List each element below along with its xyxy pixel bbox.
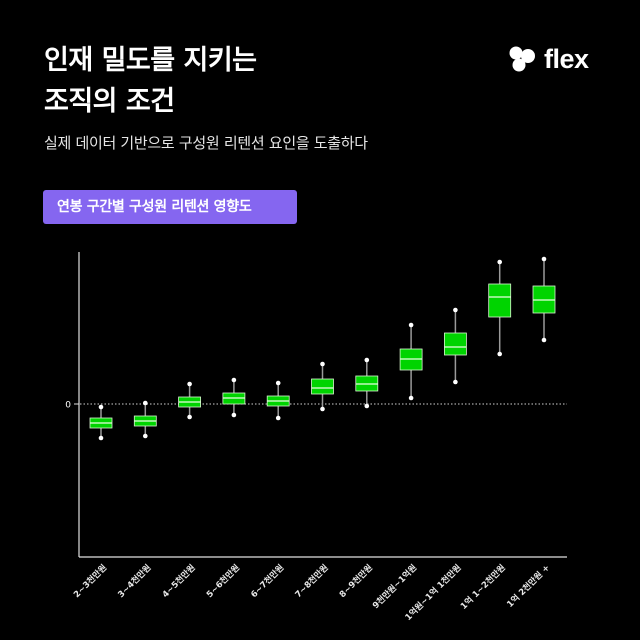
iqr-box [443, 332, 467, 356]
whisker-max-dot [497, 259, 503, 265]
whisker-max-dot [408, 322, 414, 328]
chart-title-badge: 연봉 구간별 구성원 리텐션 영향도 [43, 190, 297, 224]
x-tick-labels: 2~3천만원 3~4천만원 4~5천만원 5~6천만원 6~7천만원 7~8천만원 8~9천… [71, 562, 552, 623]
iqr-box [311, 378, 334, 395]
flex-logo: flex [508, 44, 589, 74]
flex-logo-icon [509, 46, 535, 72]
box-plot-item [266, 380, 290, 421]
title-line-2: 조직의 조건 [44, 86, 175, 117]
whisker-min-dot [98, 435, 104, 441]
whisker-min-dot [320, 406, 325, 412]
box-plot-item [399, 322, 423, 401]
whisker-max-dot [453, 307, 458, 313]
x-tick-label: 2~3천만원 [71, 562, 109, 600]
iqr-box [488, 283, 512, 318]
x-tick-label: 8~9천만원 [337, 562, 375, 600]
whisker-min-dot [187, 414, 192, 420]
whisker-max-dot [98, 404, 104, 410]
x-tick-label: 5~6천만원 [204, 562, 242, 600]
page-title: 인재 밀도를 지키는 조직의 조건 [44, 40, 257, 122]
whisker-min-dot [408, 395, 414, 401]
box-plot-item [178, 381, 202, 420]
whisker-min-dot [231, 412, 237, 418]
whisker-max-dot [541, 256, 547, 262]
box-plot-item [443, 307, 467, 385]
title-line-1: 인재 밀도를 지키는 [44, 45, 257, 76]
whisker-max-dot [187, 381, 192, 387]
whisker-max-dot [231, 377, 237, 383]
whisker-min-dot [453, 379, 458, 385]
whisker-max-dot [143, 400, 148, 406]
box-plot-item [311, 361, 334, 412]
whisker-min-dot [143, 433, 148, 439]
box-group [89, 256, 556, 441]
x-tick-label: 1억 1~2천만원 [458, 562, 508, 612]
whisker-max-dot [320, 361, 325, 367]
box-plot-item [488, 259, 512, 357]
x-tick-label: 6~7천만원 [249, 562, 287, 600]
x-tick-label: 3~4천만원 [116, 562, 154, 600]
whisker-min-dot [275, 415, 281, 421]
x-tick-label: 7~8천만원 [293, 562, 331, 600]
whisker-min-dot [541, 337, 547, 343]
whisker-max-dot [364, 357, 370, 363]
box-plot-item [89, 404, 113, 441]
subtitle: 실제 데이터 기반으로 구성원 리텐션 요인을 도출하다 [44, 134, 368, 152]
box-plot-item [355, 357, 379, 409]
box-plot-item [133, 400, 157, 439]
x-tick-label: 1억 2천만원 + [505, 562, 552, 609]
whisker-min-dot [497, 351, 503, 357]
whisker-max-dot [275, 380, 281, 386]
x-tick-label: 9천만원~1억원 [370, 562, 419, 611]
box-plot-item [532, 256, 556, 343]
box-plot-item [222, 377, 246, 418]
x-tick-label: 4~5천만원 [160, 562, 198, 600]
y-tick-label-zero: 0 [65, 401, 71, 411]
logo-text: flex [544, 43, 589, 74]
whisker-min-dot [364, 403, 370, 409]
